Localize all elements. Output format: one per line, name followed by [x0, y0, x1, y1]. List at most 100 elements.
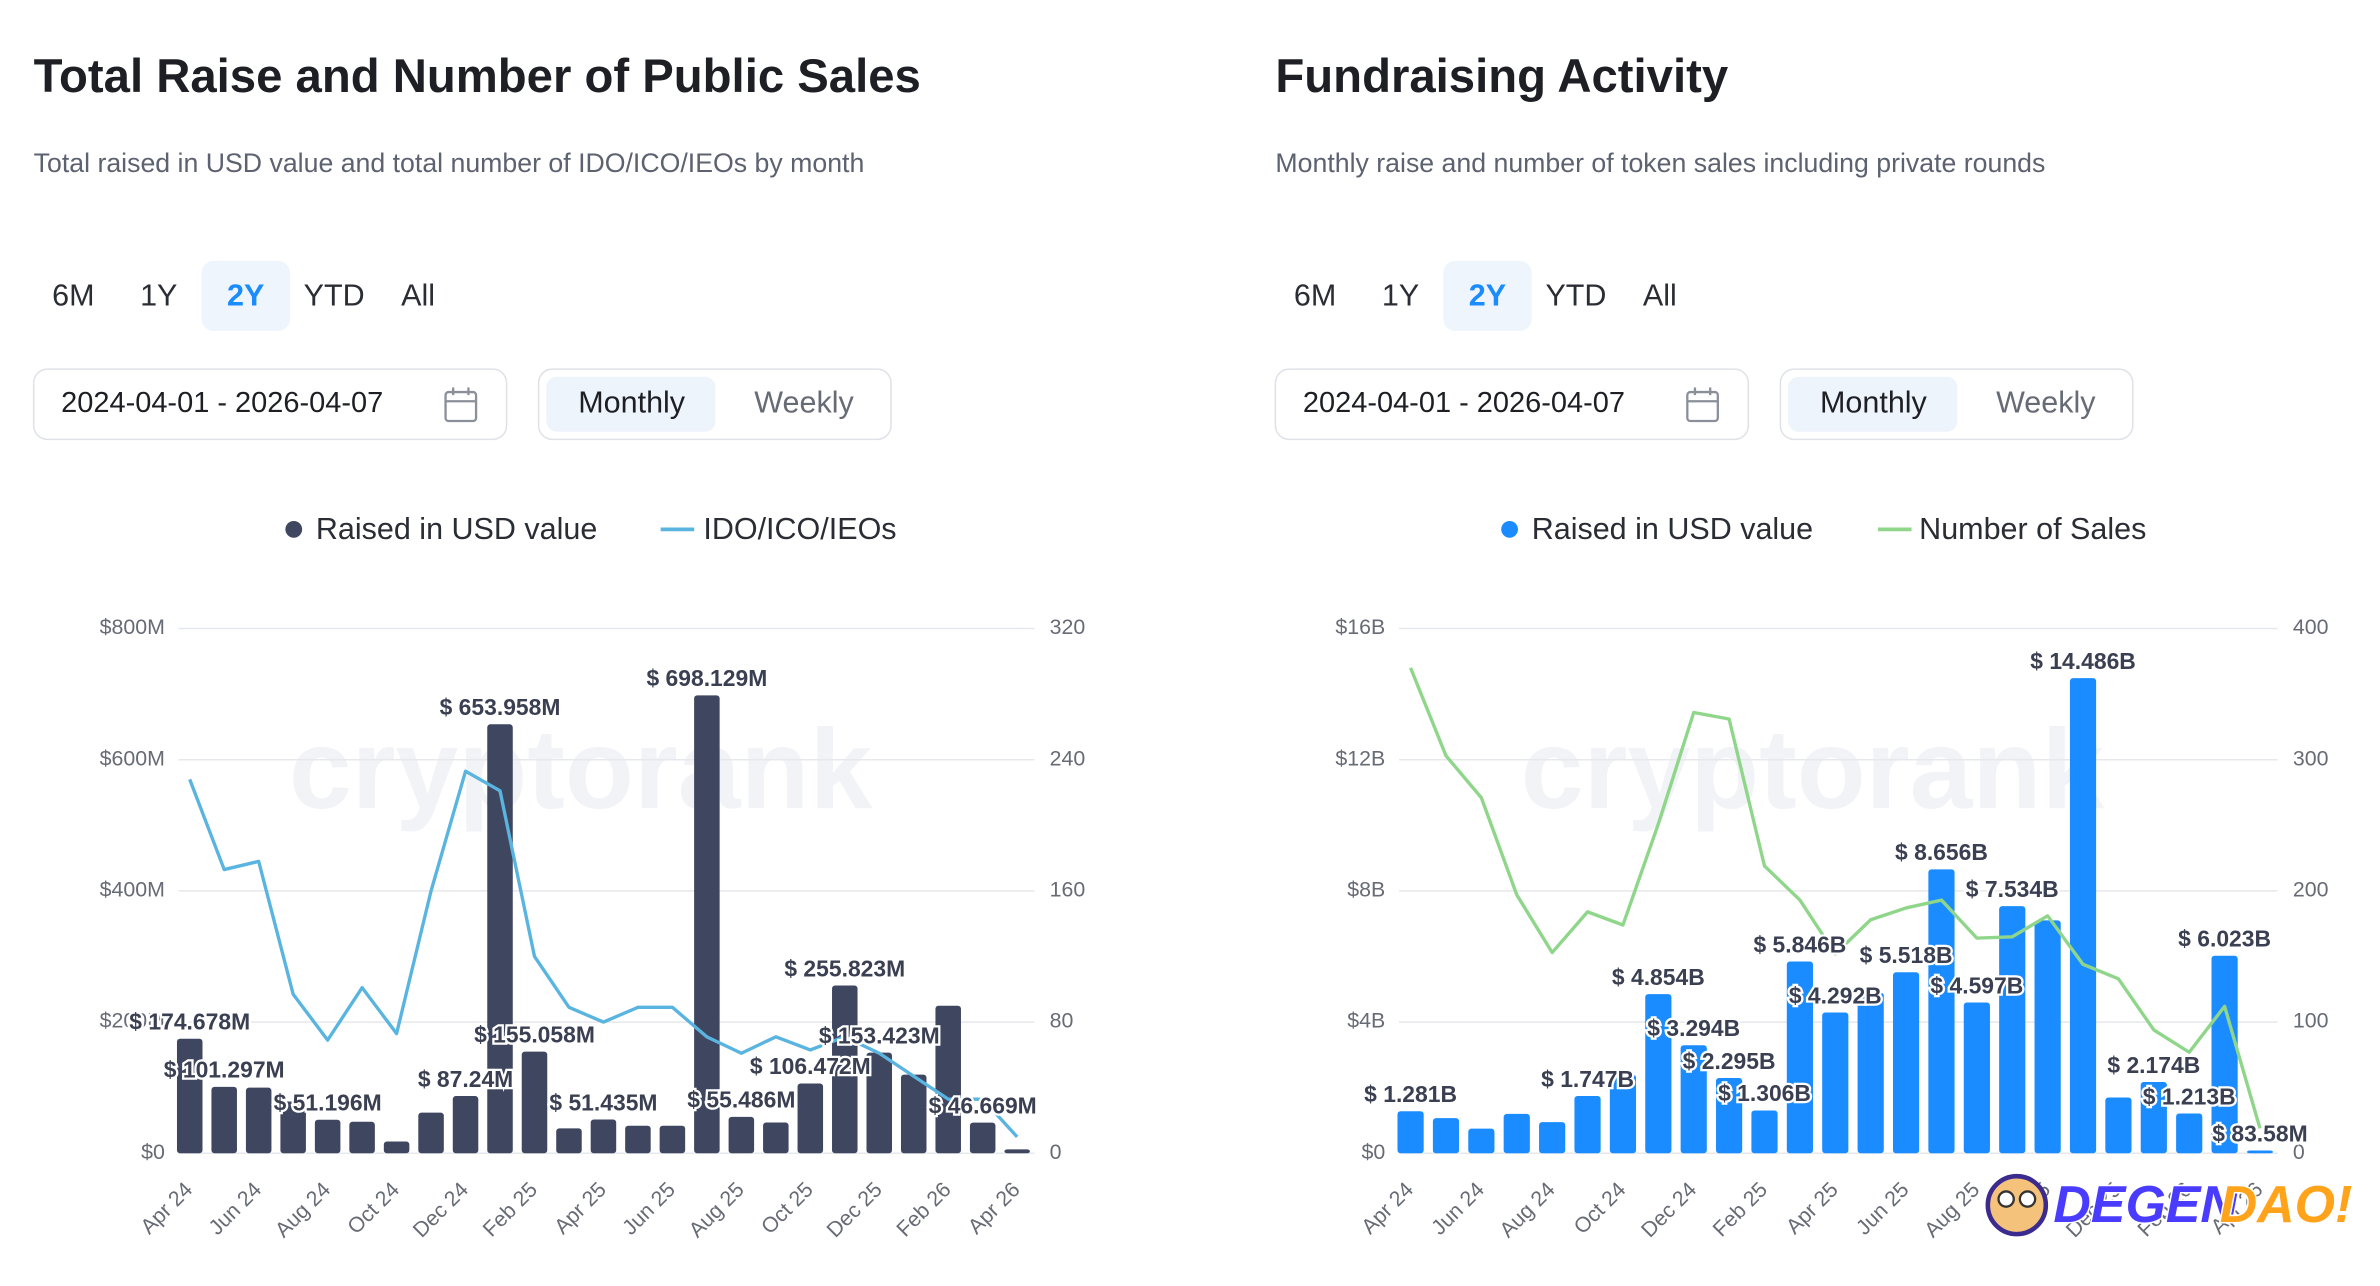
range-button[interactable]: 6M — [1294, 279, 1336, 313]
value-label: $ 255.823M — [784, 955, 905, 981]
value-label: $ 653.958M — [440, 694, 561, 720]
range-button[interactable]: All — [1643, 279, 1677, 313]
y-tick-label: $0 — [141, 1140, 165, 1164]
y2-tick-label: 160 — [1050, 878, 1086, 902]
x-tick-label: Dec 24 — [408, 1177, 473, 1242]
bar — [383, 1141, 410, 1154]
bar — [969, 1122, 996, 1154]
chart-title: Fundraising Activity — [1275, 50, 1728, 103]
bar — [1539, 1122, 1566, 1154]
value-label: $ 174.678M — [129, 1008, 250, 1034]
bar — [1751, 1110, 1778, 1154]
bar — [694, 695, 720, 1154]
legend-label[interactable]: Number of Sales — [1919, 512, 2146, 546]
y2-tick-label: 320 — [1050, 615, 1086, 639]
x-tick-label: Apr 25 — [1781, 1177, 1842, 1238]
value-label: $ 6.023B — [2178, 926, 2271, 952]
y-tick-label: $4B — [1347, 1009, 1385, 1033]
y2-tick-label: 0 — [2293, 1140, 2305, 1164]
legend-label[interactable]: IDO/ICO/IEOs — [703, 512, 896, 546]
bar — [2034, 920, 2061, 1154]
legend-label[interactable]: Raised in USD value — [1532, 512, 1813, 546]
range-button[interactable]: 1Y — [1382, 279, 1419, 313]
line — [1409, 667, 2262, 1129]
value-label: $ 155.058M — [474, 1021, 595, 1047]
x-tick-label: Jun 24 — [1427, 1177, 1489, 1239]
logo-icon — [1985, 1173, 2049, 1237]
x-tick-label: Oct 24 — [1569, 1177, 1631, 1239]
x-tick-label: Aug 24 — [1495, 1177, 1560, 1242]
bar — [1503, 1113, 1530, 1154]
panel: Total Raise and Number of Public Sales To… — [32, 50, 1086, 1242]
bar — [2211, 955, 2238, 1154]
y-tick-label: $600M — [100, 746, 165, 770]
value-label: $ 101.297M — [164, 1057, 285, 1083]
bar — [797, 1083, 824, 1154]
logo-text: DEGEN — [2053, 1175, 2239, 1233]
range-button[interactable]: 6M — [52, 279, 94, 313]
bar — [832, 985, 858, 1154]
chart-subtitle: Total raised in USD value and total numb… — [34, 148, 865, 178]
interval-option[interactable]: Weekly — [754, 385, 854, 419]
bar — [728, 1116, 755, 1154]
value-label: $ 1.747B — [1541, 1066, 1634, 1092]
value-label: $ 7.534B — [1966, 876, 2059, 902]
range-button[interactable]: 2Y — [1469, 279, 1506, 313]
interval-option[interactable]: Weekly — [1996, 385, 2096, 419]
bar — [625, 1125, 651, 1154]
x-tick-label: Feb 25 — [478, 1177, 542, 1241]
x-tick-label: Oct 25 — [756, 1177, 817, 1238]
bar — [935, 1005, 961, 1154]
interval-option[interactable]: Monthly — [578, 385, 686, 419]
x-tick-label: Feb 25 — [1708, 1177, 1772, 1241]
value-label: $ 83.58M — [2212, 1120, 2307, 1146]
bar — [487, 724, 513, 1154]
bar — [418, 1112, 444, 1154]
interval-option[interactable]: Monthly — [1820, 385, 1928, 419]
x-tick-label: Jun 24 — [204, 1177, 266, 1239]
y-tick-label: $200M — [100, 1009, 165, 1033]
bar — [1468, 1128, 1495, 1154]
bar — [1716, 1078, 1743, 1154]
bar — [659, 1125, 686, 1154]
legend-marker — [285, 520, 303, 538]
x-tick-label: Dec 25 — [822, 1177, 887, 1242]
value-label: $ 55.486M — [687, 1087, 795, 1113]
bar — [763, 1122, 789, 1154]
interval-bg — [1787, 376, 1958, 432]
range-button[interactable]: 2Y — [227, 279, 264, 313]
range-button[interactable]: YTD — [1545, 279, 1606, 313]
value-label: $ 5.518B — [1860, 942, 1953, 968]
logo-eye — [1997, 1190, 2015, 1208]
bar — [521, 1051, 548, 1154]
value-label: $ 51.435M — [549, 1089, 657, 1115]
bar — [176, 1038, 203, 1154]
bar — [1999, 906, 2026, 1154]
bar — [452, 1096, 479, 1154]
date-picker[interactable] — [32, 368, 508, 441]
calendar-icon — [444, 387, 478, 423]
x-tick-label: Oct 24 — [343, 1177, 405, 1239]
range-button[interactable]: 1Y — [140, 279, 177, 313]
x-tick-label: Apr 26 — [963, 1177, 1024, 1238]
bar — [1004, 1149, 1030, 1154]
y-tick-label: $12B — [1335, 746, 1385, 770]
range-button[interactable]: YTD — [304, 279, 365, 313]
value-label: $ 1.281B — [1364, 1081, 1457, 1107]
date-range: 2024-04-01 - 2026-04-07 — [1303, 387, 1625, 419]
y2-tick-label: 100 — [2293, 1009, 2329, 1033]
bar — [1397, 1111, 1424, 1154]
bar — [1574, 1095, 1601, 1154]
legend-label[interactable]: Raised in USD value — [316, 512, 597, 546]
y-tick-label: $400M — [100, 878, 165, 902]
range-button-bg — [1443, 260, 1532, 332]
x-tick-label: Dec 24 — [1636, 1177, 1701, 1242]
bar — [349, 1121, 375, 1154]
y2-tick-label: 300 — [2293, 746, 2329, 770]
date-picker[interactable] — [1274, 368, 1750, 441]
bar — [2246, 1150, 2274, 1154]
range-button[interactable]: All — [401, 279, 435, 313]
legend-marker — [1501, 520, 1518, 538]
